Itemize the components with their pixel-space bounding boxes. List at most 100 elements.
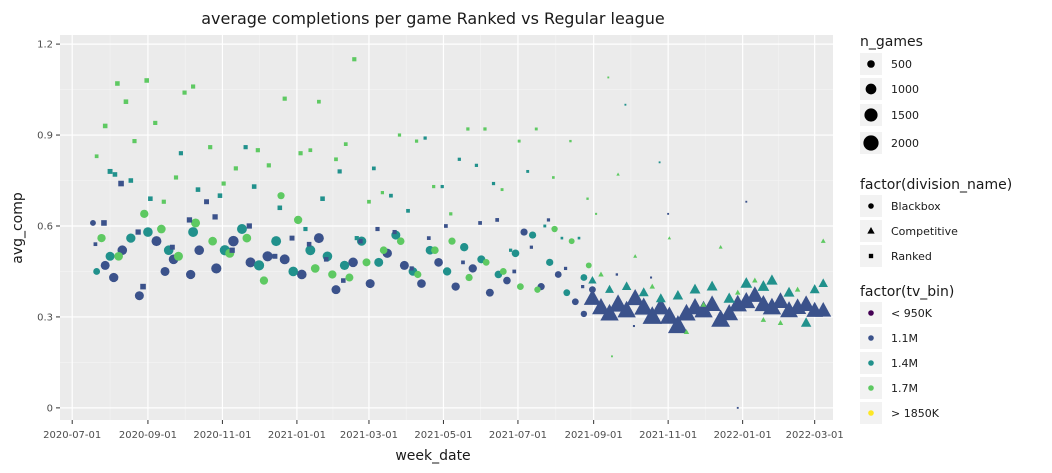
data-point (528, 231, 537, 239)
data-point (516, 283, 524, 291)
legend-key (867, 226, 875, 234)
data-point (296, 269, 307, 280)
data-point (93, 268, 101, 275)
legend-key (867, 60, 875, 68)
data-point (718, 245, 723, 249)
data-point (406, 208, 410, 213)
data-point (534, 127, 538, 131)
data-point (123, 99, 129, 104)
data-point (194, 245, 205, 256)
data-point (140, 209, 149, 219)
data-point (277, 192, 285, 200)
data-point (365, 279, 375, 289)
data-point (272, 253, 278, 259)
data-point (563, 289, 571, 297)
data-point (114, 251, 123, 261)
data-point (465, 273, 473, 282)
x-axis-label: week_date (395, 448, 470, 464)
data-point (658, 161, 661, 164)
data-point (700, 301, 707, 307)
data-point (520, 228, 528, 236)
data-point (568, 238, 575, 245)
data-point (760, 316, 767, 322)
data-point (451, 282, 460, 291)
data-point (737, 291, 756, 309)
data-point (217, 193, 223, 198)
data-point (134, 291, 144, 301)
data-point (195, 187, 201, 192)
data-point (358, 238, 363, 244)
data-point (474, 163, 479, 167)
data-point (503, 276, 511, 285)
data-point (396, 237, 405, 245)
axes: 0 0.3 0.6 0.9 1.2 2020-07-01 2020-09-01 2020-11… (37, 40, 844, 441)
legend-label-division: Competitive (891, 225, 958, 238)
data-point (500, 188, 504, 192)
data-point (157, 224, 166, 234)
data-point (323, 257, 329, 262)
data-point (440, 184, 444, 189)
data-point (288, 266, 299, 277)
data-point (626, 288, 645, 306)
data-point (389, 193, 393, 198)
data-point (736, 406, 739, 409)
data-point (659, 306, 679, 324)
data-point (188, 227, 199, 238)
legend-key (863, 135, 879, 151)
data-point (343, 142, 348, 146)
data-point (259, 276, 269, 285)
x-tick-label: 2021-11-01 (639, 430, 697, 441)
data-point (571, 298, 579, 306)
data-point (815, 302, 832, 317)
data-point (186, 217, 193, 223)
data-point (115, 81, 120, 86)
data-point (460, 243, 469, 252)
data-point (208, 145, 213, 150)
data-point (345, 273, 354, 282)
data-point (169, 244, 175, 250)
data-point (546, 218, 551, 222)
data-point (580, 274, 588, 281)
legend-key (868, 335, 874, 341)
y-tick-label: 0 (47, 403, 53, 414)
data-point (305, 245, 316, 256)
legend-key (868, 385, 874, 391)
data-point (508, 248, 513, 252)
legend-label-tv-bin: > 1850K (891, 407, 940, 420)
data-point (649, 283, 655, 289)
data-point (560, 236, 564, 240)
data-point (794, 286, 801, 292)
data-point (320, 196, 325, 201)
data-point (483, 127, 487, 131)
data-point (253, 260, 265, 271)
x-tick-label: 2021-05-01 (414, 430, 472, 441)
data-point (746, 286, 764, 302)
data-point (511, 249, 520, 258)
legend: n_games 500 1000 1500 2000 factor(division_na… (860, 34, 1012, 424)
data-point (204, 199, 210, 205)
data-point (242, 233, 252, 243)
data-point (482, 258, 490, 266)
data-point (178, 151, 183, 156)
data-point (397, 133, 402, 137)
data-point (495, 218, 500, 222)
data-point (624, 103, 627, 106)
data-point (414, 139, 419, 143)
data-point (317, 99, 321, 104)
data-point (362, 258, 371, 267)
data-point (126, 233, 136, 243)
data-point (348, 257, 358, 268)
data-point (233, 166, 238, 171)
data-point (633, 254, 638, 258)
data-point (306, 241, 312, 247)
legend-label-tv-bin: < 950K (891, 307, 933, 320)
data-point (448, 237, 456, 245)
data-point (608, 294, 628, 312)
data-point (367, 199, 371, 204)
data-point (634, 297, 654, 315)
data-point (105, 251, 115, 261)
data-point (414, 270, 422, 279)
data-point (109, 272, 119, 283)
data-point (642, 306, 662, 324)
data-point (434, 258, 443, 267)
